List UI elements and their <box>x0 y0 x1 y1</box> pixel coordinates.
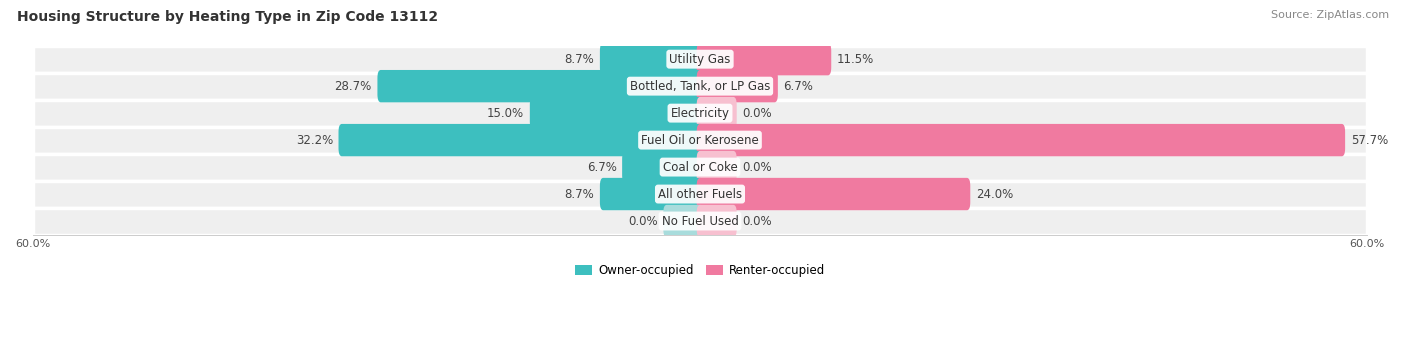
FancyBboxPatch shape <box>696 43 831 75</box>
Text: Utility Gas: Utility Gas <box>669 53 731 66</box>
FancyBboxPatch shape <box>530 97 703 129</box>
FancyBboxPatch shape <box>32 73 1368 100</box>
Text: 24.0%: 24.0% <box>976 188 1014 201</box>
Text: 32.2%: 32.2% <box>295 134 333 147</box>
FancyBboxPatch shape <box>32 127 1368 153</box>
Text: 6.7%: 6.7% <box>586 161 617 174</box>
Text: Housing Structure by Heating Type in Zip Code 13112: Housing Structure by Heating Type in Zip… <box>17 10 439 24</box>
FancyBboxPatch shape <box>696 205 737 237</box>
Text: All other Fuels: All other Fuels <box>658 188 742 201</box>
FancyBboxPatch shape <box>32 46 1368 73</box>
FancyBboxPatch shape <box>32 181 1368 208</box>
Text: 15.0%: 15.0% <box>486 107 524 120</box>
Text: 0.0%: 0.0% <box>742 161 772 174</box>
FancyBboxPatch shape <box>696 178 970 210</box>
FancyBboxPatch shape <box>339 124 703 156</box>
Text: 0.0%: 0.0% <box>628 214 658 227</box>
FancyBboxPatch shape <box>696 70 778 102</box>
Text: 11.5%: 11.5% <box>837 53 875 66</box>
Text: 8.7%: 8.7% <box>565 188 595 201</box>
FancyBboxPatch shape <box>696 124 1346 156</box>
FancyBboxPatch shape <box>621 151 703 183</box>
FancyBboxPatch shape <box>600 178 703 210</box>
Text: 6.7%: 6.7% <box>783 80 813 93</box>
FancyBboxPatch shape <box>32 208 1368 235</box>
Text: Fuel Oil or Kerosene: Fuel Oil or Kerosene <box>641 134 759 147</box>
Text: 57.7%: 57.7% <box>1351 134 1388 147</box>
FancyBboxPatch shape <box>696 151 737 183</box>
Legend: Owner-occupied, Renter-occupied: Owner-occupied, Renter-occupied <box>569 259 830 281</box>
Text: 28.7%: 28.7% <box>335 80 371 93</box>
FancyBboxPatch shape <box>32 100 1368 127</box>
FancyBboxPatch shape <box>696 97 737 129</box>
FancyBboxPatch shape <box>600 43 703 75</box>
FancyBboxPatch shape <box>664 205 703 237</box>
Text: 8.7%: 8.7% <box>565 53 595 66</box>
Text: 0.0%: 0.0% <box>742 214 772 227</box>
Text: 0.0%: 0.0% <box>742 107 772 120</box>
Text: Bottled, Tank, or LP Gas: Bottled, Tank, or LP Gas <box>630 80 770 93</box>
Text: Source: ZipAtlas.com: Source: ZipAtlas.com <box>1271 10 1389 20</box>
Text: Electricity: Electricity <box>671 107 730 120</box>
Text: Coal or Coke: Coal or Coke <box>662 161 737 174</box>
Text: No Fuel Used: No Fuel Used <box>662 214 738 227</box>
FancyBboxPatch shape <box>377 70 703 102</box>
FancyBboxPatch shape <box>32 153 1368 181</box>
